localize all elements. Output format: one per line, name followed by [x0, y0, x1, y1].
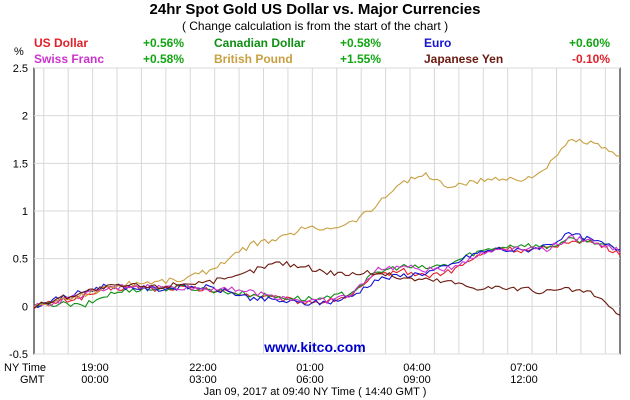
- x-tick-label-ny: 19:00: [81, 362, 109, 374]
- y-axis-unit-label: %: [14, 46, 24, 58]
- y-tick-label: 1.5: [13, 158, 28, 170]
- y-tick-label: 1: [22, 206, 28, 218]
- legend-label-swiss-franc: Swiss Franc: [34, 52, 105, 66]
- legend-value-japanese-yen: -0.10%: [571, 52, 610, 66]
- series-line-swiss-franc: [33, 234, 621, 307]
- x-tick-label-gmt: 03:00: [189, 374, 217, 386]
- legend-value-canadian-dollar: +0.58%: [339, 36, 381, 50]
- x-tick-label-gmt: 09:00: [403, 374, 431, 386]
- legend-value-us-dollar: +0.56%: [142, 36, 184, 50]
- ny-time-label: NY Time: [4, 362, 46, 374]
- y-tick-label: 0.5: [13, 254, 28, 266]
- x-tick-label-ny: 01:00: [296, 362, 324, 374]
- y-tick-label: 2: [22, 111, 28, 123]
- x-tick-label-gmt: 12:00: [510, 374, 538, 386]
- chart-subtitle: ( Change calculation is from the start o…: [181, 19, 449, 33]
- legend-label-japanese-yen: Japanese Yen: [424, 52, 504, 66]
- series-lines: [33, 138, 621, 316]
- chart-title: 24hr Spot Gold US Dollar vs. Major Curre…: [149, 1, 481, 18]
- legend-value-british-pound: +1.55%: [339, 52, 381, 66]
- grid-lines: [34, 67, 620, 355]
- series-line-japanese-yen: [33, 260, 621, 316]
- legend-value-swiss-franc: +0.58%: [142, 52, 184, 66]
- y-tick-label: 2.5: [13, 63, 28, 75]
- x-tick-label-ny: 04:00: [403, 362, 431, 374]
- legend-label-canadian-dollar: Canadian Dollar: [214, 36, 306, 50]
- y-tick-label: 0: [22, 301, 28, 313]
- legend-label-british-pound: British Pound: [214, 52, 293, 66]
- watermark: www.kitco.com: [263, 339, 365, 355]
- gmt-label: GMT: [20, 374, 45, 386]
- y-tick-label: -0.5: [9, 349, 28, 361]
- x-tick-label-gmt: 06:00: [296, 374, 324, 386]
- legend-value-euro: +0.60%: [568, 36, 610, 50]
- legend-label-us-dollar: US Dollar: [34, 36, 89, 50]
- axis-labels: 2.5 2 1.5 1 0.5 0 -0.5 19:00 22:00 01:00 04:00 07:0…: [9, 63, 538, 386]
- x-tick-label-ny: 07:00: [510, 362, 538, 374]
- chart-timestamp: Jan 09, 2017 at 09:40 NY Time ( 14:40 GM…: [204, 386, 427, 398]
- x-tick-label-gmt: 00:00: [81, 374, 109, 386]
- series-line-canadian-dollar: [33, 237, 621, 308]
- legend-label-euro: Euro: [424, 36, 452, 50]
- x-tick-label-ny: 22:00: [189, 362, 217, 374]
